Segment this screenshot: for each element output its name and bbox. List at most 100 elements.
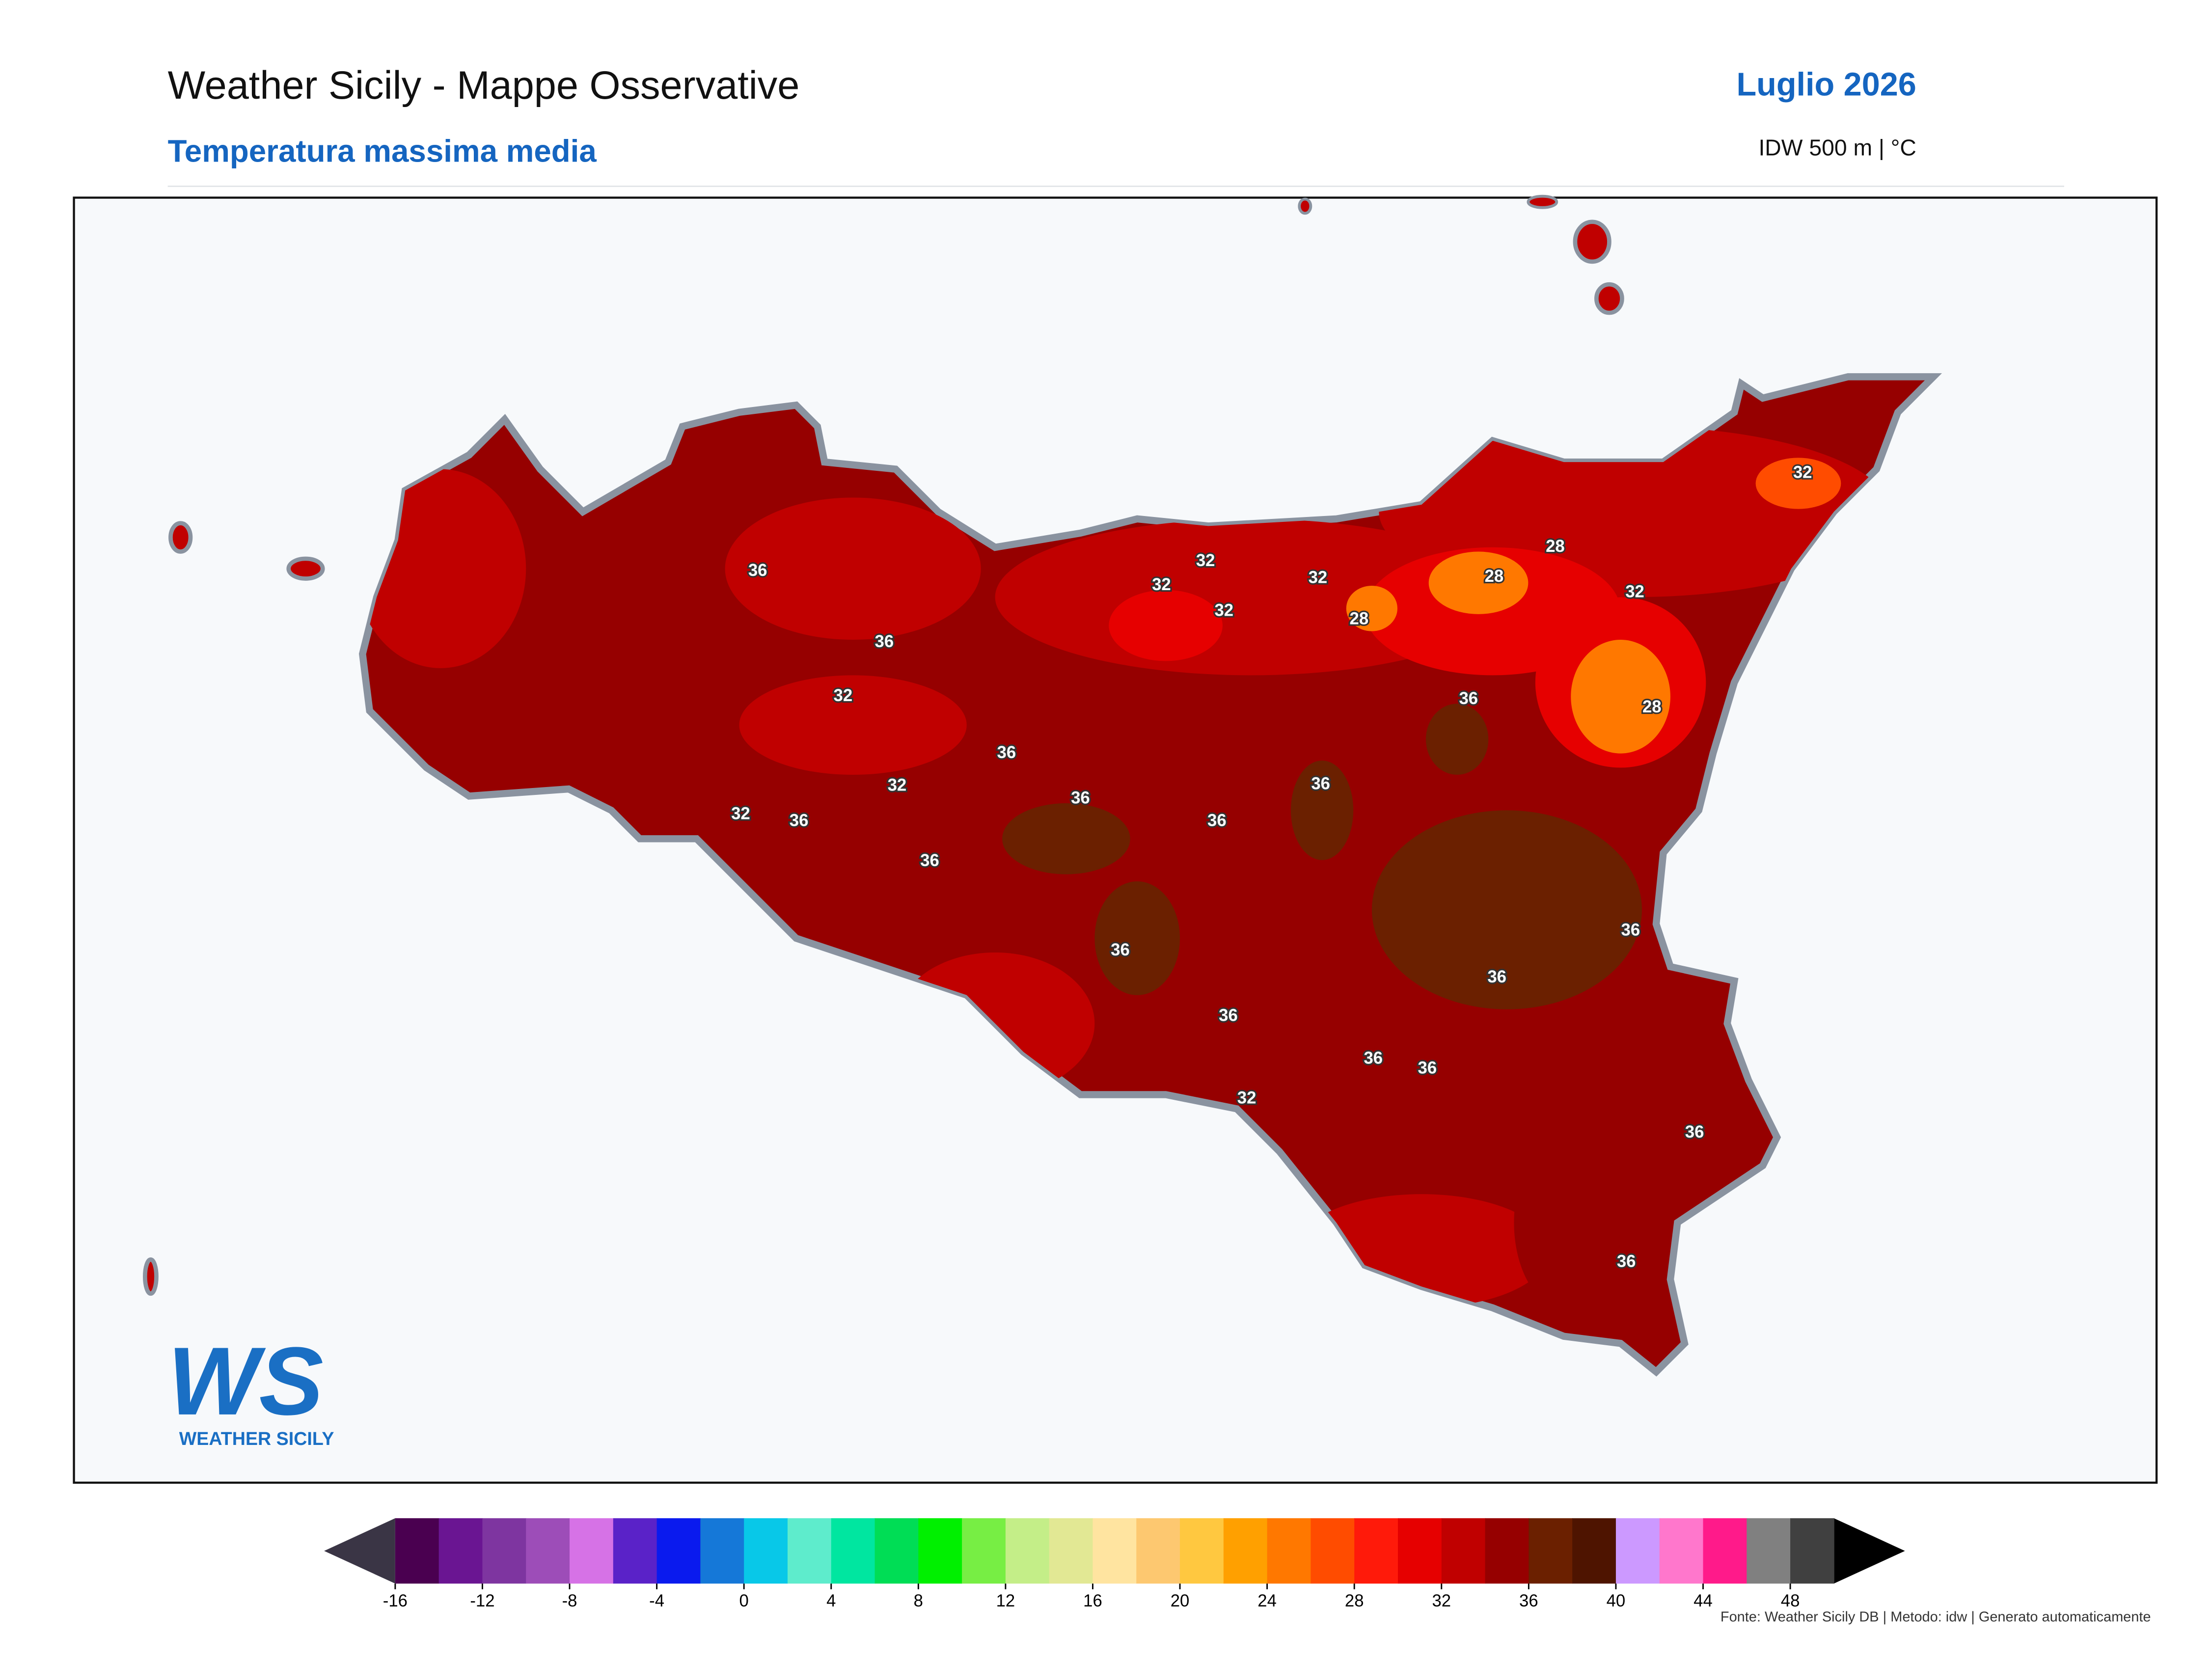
colorbar-bin — [918, 1518, 962, 1584]
logo-mark: WS — [168, 1327, 324, 1435]
colorbar-tick-label: 48 — [1781, 1592, 1800, 1610]
colorbar-tick-label: -8 — [562, 1592, 577, 1610]
title: Weather Sicily - Mappe Osservative — [168, 63, 800, 108]
contour-label: 36 — [1418, 1059, 1437, 1078]
contour-label: 28 — [1642, 698, 1662, 716]
contour-label: 32 — [731, 804, 750, 823]
colorbar: -16 -12 -8 -4 0 4 8 12 16 20 24 28 32 36 40 44 48 — [324, 1518, 1905, 1610]
contour-label: 32 — [1237, 1088, 1256, 1107]
colorbar-tick-label: 28 — [1345, 1592, 1364, 1610]
colorbar-bin — [744, 1518, 788, 1584]
contour-label: 36 — [1311, 774, 1330, 793]
colorbar-tick-label: -4 — [649, 1592, 664, 1610]
contour-label: 28 — [1485, 567, 1504, 586]
colorbar-tick-label: 16 — [1083, 1592, 1102, 1610]
colorbar-bin — [1092, 1518, 1137, 1584]
contour-label: 36 — [920, 851, 939, 870]
colorbar-bin — [1703, 1518, 1748, 1584]
colorbar-tick-label: 8 — [914, 1592, 923, 1610]
contour-label: 36 — [1207, 812, 1227, 830]
contour-label: 36 — [1219, 1006, 1238, 1025]
contour-label: 36 — [875, 632, 894, 651]
colorbar-tick-label: 32 — [1432, 1592, 1451, 1610]
colorbar-bin — [526, 1518, 570, 1584]
zone-very-hot — [1002, 803, 1130, 874]
colorbar-bin — [1790, 1518, 1834, 1584]
contour-label: 32 — [888, 776, 907, 794]
colorbar-bin — [1572, 1518, 1616, 1584]
zone-very-hot — [1094, 881, 1180, 995]
zone-warm — [739, 675, 967, 775]
contour-label: 32 — [1152, 575, 1171, 594]
colorbar-bin — [1311, 1518, 1355, 1584]
island — [1594, 282, 1624, 315]
colorbar-bin — [1397, 1518, 1442, 1584]
zone-hot-south — [1514, 1137, 1614, 1308]
contour-label: 32 — [1793, 463, 1812, 482]
contour-labels: 36 36 32 36 32 32 36 36 36 32 32 32 32 28 28 28 32 32 36 28… — [730, 462, 1814, 1272]
colorbar-bin — [1180, 1518, 1224, 1584]
colorbar-over — [1833, 1518, 1905, 1584]
contour-label: 36 — [997, 743, 1016, 762]
contour-label: 32 — [1625, 583, 1644, 601]
zone-warm — [725, 497, 981, 640]
colorbar-tick-label: 36 — [1519, 1592, 1538, 1610]
contour-label: 32 — [1214, 601, 1233, 620]
zone-cool — [1346, 585, 1398, 631]
colorbar-tick-label: 4 — [826, 1592, 836, 1610]
colorbar-bin — [962, 1518, 1006, 1584]
contour-label: 36 — [1621, 921, 1640, 940]
colorbar-bin — [1354, 1518, 1398, 1584]
subtitle: Temperatura massima media — [168, 134, 597, 169]
footer-source: Fonte: Weather Sicily DB | Metodo: idw |… — [1720, 1609, 2151, 1625]
island — [168, 521, 193, 554]
colorbar-bin — [1049, 1518, 1093, 1584]
zone-very-hot — [1371, 810, 1642, 1009]
colorbar-under — [324, 1518, 395, 1584]
colorbar-tick-label: 40 — [1607, 1592, 1626, 1610]
colorbar-bin — [656, 1518, 701, 1584]
colorbar-tick-label: 12 — [996, 1592, 1015, 1610]
colorbar-tick-label: 0 — [739, 1592, 749, 1610]
contour-label: 32 — [1309, 569, 1328, 587]
map: 36 36 32 36 32 32 36 36 36 32 32 32 32 28 28 28 32 32 36 28… — [73, 194, 2158, 1484]
contour-label: 36 — [748, 561, 767, 580]
colorbar-bin — [1659, 1518, 1704, 1584]
colorbar-bin — [1267, 1518, 1311, 1584]
contour-label: 36 — [790, 812, 809, 830]
contour-label: 36 — [1071, 789, 1090, 807]
colorbar-bin — [787, 1518, 832, 1584]
colorbar-bin — [482, 1518, 527, 1584]
zone-cool — [1428, 551, 1529, 614]
contour-label: 28 — [1546, 537, 1565, 556]
method: IDW 500 m | °C — [1758, 135, 1916, 160]
island — [286, 556, 325, 581]
colorbar-bin — [874, 1518, 919, 1584]
colorbar-bin — [1485, 1518, 1529, 1584]
colorbar-bin — [1136, 1518, 1180, 1584]
island — [1573, 219, 1611, 264]
contour-label: 36 — [1487, 968, 1506, 986]
contour-label: 36 — [1685, 1123, 1704, 1142]
zone-cool — [1571, 639, 1670, 754]
period: Luglio 2026 — [1737, 66, 1916, 103]
island — [142, 1257, 159, 1296]
colorbar-bin — [1615, 1518, 1660, 1584]
colorbar-bin — [1005, 1518, 1050, 1584]
colorbar-bin — [570, 1518, 614, 1584]
colorbar-tick-label: 44 — [1693, 1592, 1713, 1610]
contour-label: 32 — [1196, 551, 1215, 570]
contour-label: 36 — [1364, 1049, 1383, 1067]
contour-label: 36 — [1617, 1252, 1636, 1271]
island — [1298, 197, 1312, 215]
colorbar-tick-label: 20 — [1171, 1592, 1190, 1610]
zone-very-hot — [1425, 704, 1489, 775]
colorbar-tick-label: 24 — [1257, 1592, 1277, 1610]
contour-label: 36 — [1459, 689, 1478, 708]
colorbar-bin — [1441, 1518, 1486, 1584]
colorbar-bin — [395, 1518, 439, 1584]
zone-very-hot — [1290, 761, 1354, 860]
colorbar-bin — [700, 1518, 745, 1584]
contour-label: 28 — [1350, 610, 1369, 628]
